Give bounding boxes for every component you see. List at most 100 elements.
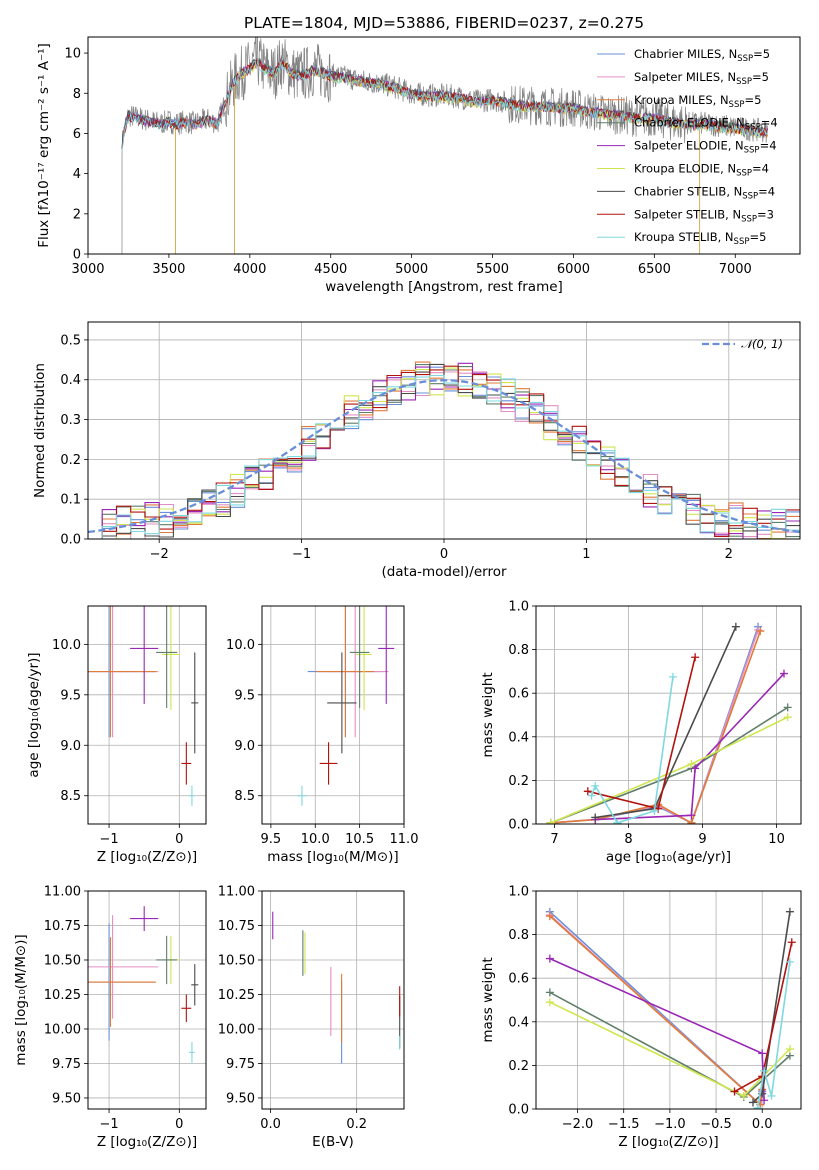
axes-frame [87, 890, 207, 1110]
y-tick-label: 11.00 [218, 885, 255, 900]
panel-weight-vs-z: −2.0 −1.5 −1.0 −0.5 0.0 0.0 0.2 0.4 0.6 0.8 1.0 Z [… [480, 885, 802, 1150]
x-tick-label: −1 [292, 547, 311, 562]
weight-marker [668, 672, 677, 681]
legend-label: 𝒩(0, 1) [741, 337, 783, 351]
plot-area [272, 911, 401, 1064]
y-tick-label: 0.8 [508, 928, 529, 943]
axes-frame [87, 605, 207, 825]
y-axis-label: mass weight [480, 957, 496, 1042]
x-tick-label: 8 [624, 832, 632, 847]
weight-marker [687, 760, 696, 769]
y-tick-label: 1.0 [508, 600, 529, 615]
x-tick-label: −2.0 [562, 1117, 594, 1132]
weight-marker [760, 1066, 769, 1075]
error-bar-point [319, 742, 338, 785]
grid-lines [262, 890, 404, 1109]
y-tick-label: 9.50 [52, 1091, 81, 1106]
x-tick-label: 0 [175, 1117, 183, 1132]
grid-lines [262, 606, 405, 824]
legend-label: Kroupa ELODIE, NSSP=4 [634, 162, 769, 179]
weight-series-line [595, 673, 785, 821]
y-tick-label: 10.0 [226, 638, 255, 653]
y-tick-label: 0.2 [508, 1059, 529, 1074]
legend: Chabrier MILES, NSSP=5 Salpeter MILES, NS… [597, 47, 778, 247]
weight-series [546, 622, 763, 824]
weight-marker [546, 818, 555, 824]
weight-marker [767, 1091, 776, 1100]
y-axis-label: age [log₁₀(age/yr)] [26, 652, 42, 777]
weight-marker [687, 811, 696, 820]
weight-marker [545, 912, 554, 921]
x-tick-label: 11.0 [390, 832, 419, 847]
weight-marker [779, 669, 788, 678]
error-bar-point [378, 606, 395, 704]
weight-marker [545, 954, 554, 963]
error-bar-point [156, 606, 178, 708]
x-tick-label: −1 [99, 1117, 118, 1132]
x-axis-label: age [log₁₀(age/yr)] [606, 849, 731, 865]
plot-area [546, 622, 792, 824]
axes-frame [535, 605, 802, 825]
y-tick-label: 0.0 [508, 818, 529, 833]
error-bar-point [297, 785, 307, 806]
y-tick-label: 10.75 [218, 919, 255, 934]
error-bar-point [88, 606, 157, 738]
y-tick-label: 8 [73, 87, 81, 102]
x-tick-label: 0.2 [346, 1117, 367, 1132]
plot-area [88, 906, 199, 1063]
y-tick-label: 0.8 [508, 643, 529, 658]
weight-marker [756, 627, 765, 636]
plot-area [88, 606, 199, 806]
plot-area [545, 907, 796, 1109]
x-tick-label: −0.5 [700, 1117, 732, 1132]
y-tick-label: 10.25 [218, 988, 255, 1003]
axes-frame [87, 321, 801, 540]
error-bar-point [181, 994, 192, 1023]
y-tick-label: 0.4 [60, 373, 81, 388]
plot-area [297, 606, 395, 806]
x-tick-label: 7000 [719, 262, 752, 277]
panel-mass-vs-ebv: 0.0 0.2 9.50 9.75 10.00 10.25 10.50 10.75 11.00 E… [218, 885, 405, 1150]
plot-area [121, 37, 768, 254]
weight-marker [787, 938, 796, 947]
error-bar-point [189, 785, 195, 806]
weight-series-line [595, 626, 737, 819]
y-tick-label: 9.75 [226, 1057, 255, 1072]
model-spectrum-line [121, 59, 768, 150]
panel-residuals: −2 −1 0 1 2 0.0 0.1 0.2 0.3 0.4 0.5 (data-model)/er… [32, 321, 801, 580]
panel-age-vs-z: −1 0 8.5 9.0 9.5 10.0 Z [log₁₀(Z/Z⊙)] age [log₁… [26, 605, 207, 865]
x-tick-label: 0 [440, 547, 448, 562]
y-tick-label: 0.0 [508, 1103, 529, 1118]
y-tick-label: 9.50 [226, 1091, 255, 1106]
weight-series [591, 622, 740, 822]
normal-curve [88, 379, 800, 534]
error-bar-point [156, 935, 178, 985]
weight-series [748, 907, 794, 1107]
y-tick-label: 0.6 [508, 687, 529, 702]
figure-title: PLATE=1804, MJD=53886, FIBERID=0237, z=0… [244, 14, 644, 32]
weight-series [587, 672, 677, 824]
y-tick-label: 10.75 [44, 919, 81, 934]
y-tick-label: 10.50 [218, 953, 255, 968]
weight-marker [739, 1091, 748, 1100]
weight-series [591, 669, 788, 824]
error-bar-point [130, 606, 159, 704]
y-tick-label: 10.25 [44, 988, 81, 1003]
weight-marker [753, 1103, 762, 1109]
weight-series-line [549, 911, 763, 1107]
weight-series [546, 625, 763, 824]
x-tick-label: 2 [725, 547, 733, 562]
weight-marker [545, 988, 554, 997]
panel-mass-vs-z: −1 0 9.50 9.75 10.00 10.25 10.50 10.75 11.00 Z [l… [13, 885, 207, 1150]
weight-series-line [550, 716, 789, 824]
weight-marker [760, 1096, 769, 1105]
y-tick-label: 0.5 [60, 333, 81, 348]
weight-series [546, 713, 792, 824]
weight-marker [783, 713, 792, 722]
legend-label: Kroupa STELIB, NSSP=5 [634, 230, 766, 247]
weight-marker [687, 818, 696, 824]
y-tick-label: 0.6 [508, 972, 529, 987]
legend-label: Kroupa MILES, NSSP=5 [634, 93, 761, 110]
weight-marker [748, 1098, 757, 1107]
x-tick-label: 10.5 [345, 832, 374, 847]
